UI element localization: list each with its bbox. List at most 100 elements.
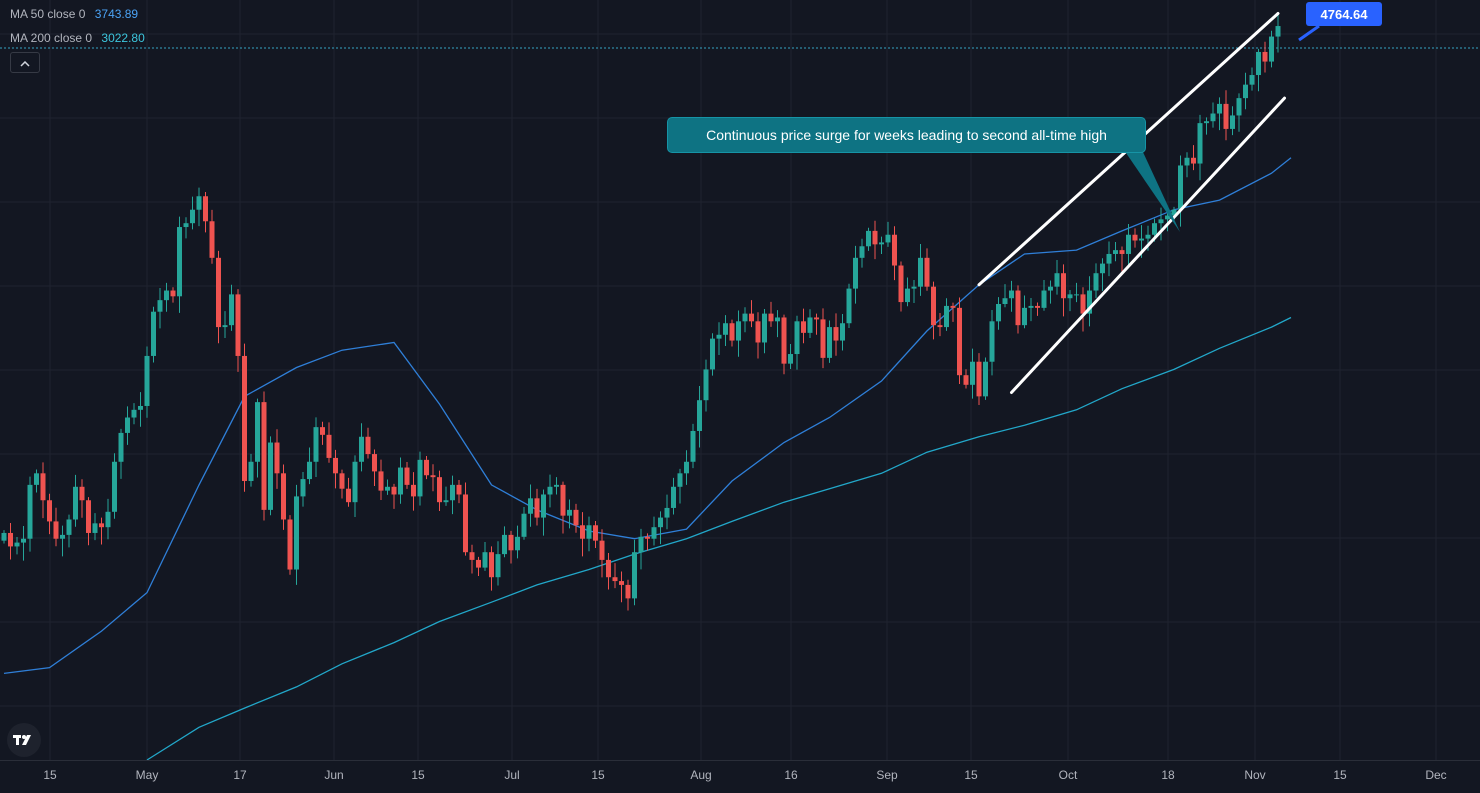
tradingview-logo-icon[interactable] — [7, 723, 41, 757]
candle-body — [853, 257, 858, 289]
x-axis: 15 May 17 Jun 15 Jul 15 Aug 16 Sep 15 Oct 18 Nov 15 Dec — [0, 760, 1480, 793]
legend-ma50[interactable]: MA 50 close 0 3743.89 — [10, 7, 138, 21]
candle-body — [963, 375, 969, 385]
price-label-pointer — [1298, 24, 1320, 42]
candle-body — [788, 354, 793, 364]
candle-body — [346, 488, 351, 503]
candle-body — [1028, 305, 1034, 308]
candle-body — [73, 486, 78, 520]
trend-channel-lower-line — [1010, 96, 1286, 395]
candle-body — [1269, 36, 1274, 62]
candle-body — [53, 521, 59, 539]
candle-body — [560, 484, 566, 516]
candle-body — [1041, 290, 1047, 308]
candle-body — [92, 523, 98, 533]
x-tick-label: 18 — [1161, 768, 1175, 782]
candle-body — [749, 313, 754, 322]
candle-body — [489, 552, 494, 578]
candle-body — [1249, 75, 1255, 85]
candle-body — [651, 527, 657, 539]
candle-body — [502, 534, 507, 555]
candle-body — [359, 436, 364, 462]
candle-body — [1184, 157, 1190, 166]
candle-body — [1035, 305, 1040, 308]
candle-body — [619, 581, 624, 585]
candle-body — [294, 496, 299, 570]
candle-body — [892, 234, 897, 266]
candle-body — [1171, 209, 1177, 216]
candle-body — [404, 467, 410, 485]
candle-body — [1126, 234, 1131, 254]
x-tick-label: May — [136, 768, 159, 782]
candle-body — [287, 519, 293, 570]
candle-body — [729, 323, 735, 341]
candle-body — [365, 436, 371, 455]
collapse-legend-button[interactable] — [10, 52, 40, 73]
x-tick-label: Dec — [1425, 768, 1446, 782]
candle-body — [14, 542, 20, 547]
candle-body — [21, 538, 26, 543]
candle-body — [274, 442, 280, 474]
candle-body — [1145, 234, 1151, 239]
candle-body — [443, 500, 449, 503]
chart-grid — [0, 0, 1480, 760]
candle-body — [515, 536, 520, 551]
candle-body — [1093, 273, 1099, 291]
x-tick-label: Sep — [876, 768, 898, 782]
candle-body — [131, 409, 137, 418]
candle-body — [60, 534, 65, 539]
candle-body — [820, 319, 826, 358]
candle-body — [534, 498, 540, 518]
candle-body — [944, 305, 949, 328]
candle-body — [924, 257, 930, 287]
chevron-up-icon — [20, 54, 30, 72]
candle-body — [1048, 286, 1053, 291]
candle-body — [541, 494, 546, 518]
candle-body — [8, 532, 13, 547]
candle-body — [352, 461, 358, 503]
candle-body — [554, 484, 559, 487]
candle-body — [950, 305, 956, 308]
candle-body — [781, 317, 787, 364]
candle-body — [1080, 294, 1086, 314]
candle-body — [671, 486, 676, 508]
candle-body — [190, 209, 195, 224]
candle-body — [1054, 273, 1060, 287]
candle-body — [846, 288, 852, 324]
candle-body — [755, 321, 761, 343]
candle-body — [625, 584, 631, 599]
candle-body — [34, 473, 39, 485]
candle-body — [1230, 115, 1235, 129]
candle-body — [1087, 290, 1092, 314]
annotation-callout[interactable]: Continuous price surge for weeks leading… — [667, 117, 1146, 153]
candle-body — [872, 230, 878, 245]
candle-body — [1262, 51, 1268, 62]
candle-body — [716, 334, 722, 339]
candle-body — [1100, 263, 1105, 274]
candle-body — [697, 400, 702, 431]
candle-body — [261, 402, 267, 510]
candle-body — [27, 484, 33, 539]
candle-body — [664, 507, 670, 518]
x-tick-label: 15 — [1333, 768, 1347, 782]
candle-body — [209, 221, 215, 258]
x-tick-label: 17 — [233, 768, 247, 782]
candle-body — [1015, 290, 1021, 326]
x-tick-label: 15 — [411, 768, 425, 782]
candle-body — [229, 294, 234, 326]
candle-body — [385, 486, 390, 491]
candle-body — [138, 405, 143, 410]
x-tick-label: Aug — [690, 768, 711, 782]
legend-ma200[interactable]: MA 200 close 0 3022.80 — [10, 31, 145, 45]
candle-body — [567, 509, 572, 516]
candle-body — [1158, 219, 1164, 224]
x-tick-label: Oct — [1059, 768, 1078, 782]
candle-body — [593, 525, 598, 541]
candle-body — [775, 317, 780, 322]
candle-body — [723, 323, 728, 335]
candle-body — [521, 513, 527, 537]
ma50-line — [3, 157, 1292, 675]
candle-body — [586, 525, 592, 539]
x-tick-label: 15 — [591, 768, 605, 782]
